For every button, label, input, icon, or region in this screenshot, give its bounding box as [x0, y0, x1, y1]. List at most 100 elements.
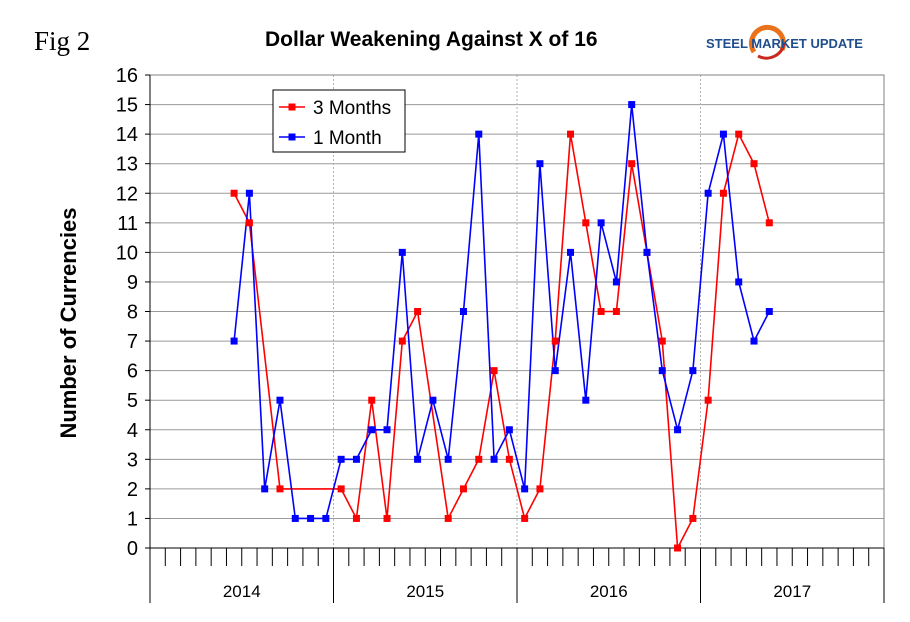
- data-point-1-month-27: [643, 248, 651, 256]
- y-axis-label: Number of Currencies: [56, 207, 81, 438]
- data-point-1-month-18: [505, 426, 513, 434]
- legend-label-3-months: 3 Months: [313, 98, 391, 119]
- data-point-3-months-24: [597, 308, 605, 315]
- data-point-1-month-28: [658, 367, 666, 375]
- x-year-label-2015: 2015: [406, 582, 444, 601]
- legend-label-1-month: 1 Month: [313, 128, 382, 149]
- y-tick-label-5: 5: [127, 390, 138, 412]
- data-point-1-month-22: [567, 248, 575, 256]
- data-point-3-months-9: [368, 396, 376, 404]
- data-point-3-months-18: [505, 455, 513, 463]
- data-point-1-month-4: [291, 514, 299, 522]
- y-tick-label-15: 15: [116, 95, 138, 117]
- data-point-1-month-35: [765, 308, 773, 315]
- y-tick-label-11: 11: [117, 213, 138, 235]
- x-year-label-2017: 2017: [773, 582, 811, 601]
- data-point-3-months-11: [398, 337, 406, 345]
- series-points: [230, 101, 773, 552]
- data-point-1-month-3: [276, 396, 284, 404]
- y-tick-label-16: 16: [116, 65, 138, 87]
- data-point-3-months-33: [735, 130, 743, 138]
- data-point-1-month-26: [628, 101, 636, 109]
- data-point-3-months-29: [674, 544, 682, 552]
- data-point-3-months-21: [551, 337, 559, 345]
- data-point-1-month-13: [429, 396, 437, 404]
- chart-title: Dollar Weakening Against X of 16: [265, 28, 598, 51]
- data-point-3-months-3: [276, 485, 284, 493]
- data-point-1-month-24: [597, 219, 605, 227]
- data-point-1-month-33: [735, 278, 743, 286]
- data-point-3-months-1: [245, 219, 253, 227]
- y-tick-label-14: 14: [116, 124, 138, 146]
- y-tick-label-12: 12: [116, 183, 138, 205]
- series-lines: [233, 103, 771, 549]
- data-point-1-month-19: [521, 485, 529, 493]
- data-point-1-month-14: [444, 455, 452, 463]
- data-point-3-months-30: [689, 514, 697, 522]
- data-point-1-month-1: [245, 189, 253, 197]
- year-dividers: [333, 75, 701, 548]
- data-point-3-months-35: [765, 219, 773, 227]
- data-point-1-month-15: [459, 308, 467, 315]
- data-point-1-month-12: [414, 455, 422, 463]
- logo-text: STEEL MARKET UPDATE: [706, 36, 863, 51]
- data-point-3-months-12: [414, 308, 422, 315]
- y-tick-label-2: 2: [127, 479, 138, 501]
- data-point-1-month-25: [612, 278, 620, 286]
- data-point-1-month-17: [490, 455, 498, 463]
- data-point-1-month-31: [704, 189, 712, 197]
- data-point-3-months-8: [352, 514, 360, 522]
- data-point-3-months-31: [704, 396, 712, 404]
- data-point-3-months-0: [230, 189, 238, 197]
- data-point-1-month-2: [261, 485, 269, 493]
- data-point-1-month-0: [230, 337, 238, 345]
- y-tick-label-8: 8: [127, 302, 138, 324]
- y-tick-label-4: 4: [127, 420, 138, 442]
- legend-box: [272, 89, 406, 153]
- data-point-1-month-23: [582, 396, 590, 404]
- data-point-3-months-14: [444, 514, 452, 522]
- figure-label: Fig 2: [34, 26, 91, 56]
- y-tick-label-1: 1: [127, 508, 138, 530]
- data-point-3-months-28: [658, 337, 666, 345]
- data-point-1-month-8: [352, 455, 360, 463]
- y-tick-label-10: 10: [116, 242, 138, 264]
- data-point-1-month-6: [322, 514, 330, 522]
- swoosh-logo-icon: [748, 24, 786, 60]
- data-point-1-month-34: [750, 337, 758, 345]
- data-point-1-month-32: [719, 130, 727, 138]
- logo: STEEL MARKET UPDATE: [706, 22, 876, 62]
- data-point-3-months-17: [490, 367, 498, 375]
- data-point-3-months-19: [521, 514, 529, 522]
- y-tick-label-6: 6: [127, 361, 138, 383]
- y-tick-label-3: 3: [127, 449, 138, 471]
- x-year-labels: 2014 2015 2016 2017: [223, 582, 811, 601]
- data-point-1-month-16: [475, 130, 483, 138]
- y-tick-label-7: 7: [127, 331, 138, 353]
- y-tick-label-0: 0: [127, 538, 138, 560]
- data-point-1-month-5: [307, 514, 315, 522]
- data-point-1-month-10: [383, 426, 391, 434]
- data-point-1-month-30: [689, 367, 697, 375]
- legend-marker-1-month: [288, 133, 296, 141]
- data-point-3-months-23: [582, 219, 590, 227]
- y-tick-label-13: 13: [116, 154, 138, 176]
- data-point-3-months-32: [719, 189, 727, 197]
- data-point-3-months-16: [475, 455, 483, 463]
- data-point-1-month-7: [337, 455, 345, 463]
- data-point-1-month-21: [551, 367, 559, 375]
- data-point-3-months-25: [612, 308, 620, 315]
- x-year-label-2014: 2014: [223, 582, 261, 601]
- legend: 3 Months 1 Month: [272, 89, 406, 153]
- data-point-3-months-26: [628, 160, 636, 168]
- data-point-1-month-11: [398, 248, 406, 256]
- x-tick-marks: [149, 548, 885, 603]
- y-tick-label-9: 9: [127, 272, 138, 294]
- legend-marker-3-months: [288, 103, 296, 111]
- data-point-3-months-22: [567, 130, 575, 138]
- data-point-3-months-10: [383, 514, 391, 522]
- data-point-3-months-34: [750, 160, 758, 168]
- data-point-1-month-9: [368, 426, 376, 434]
